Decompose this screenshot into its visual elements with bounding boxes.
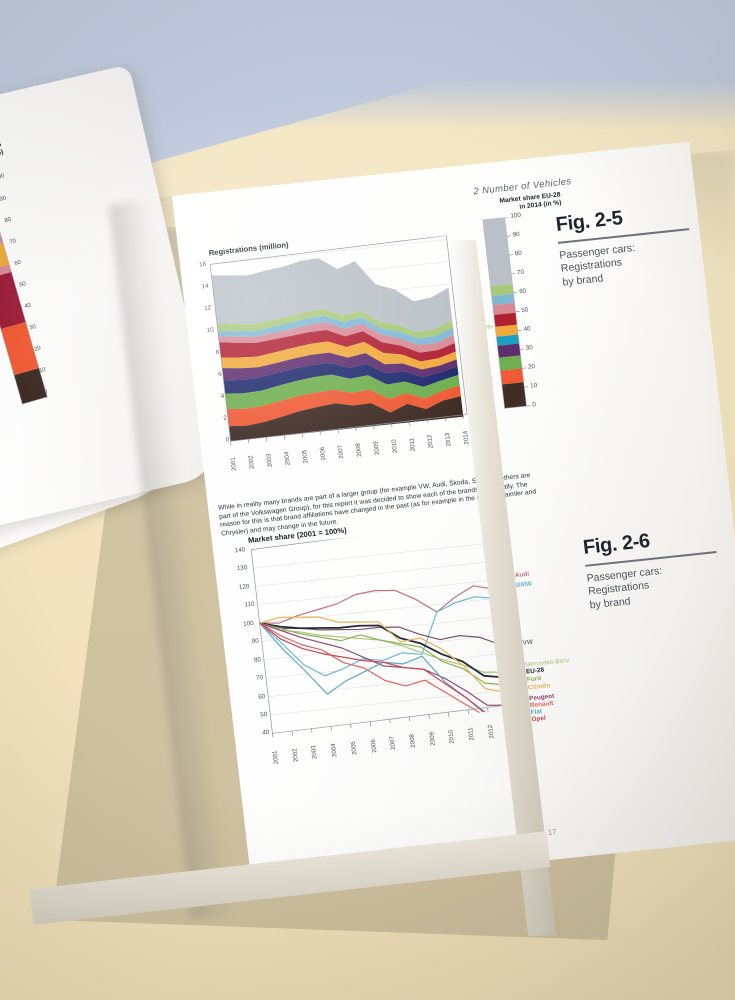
fig25-cbtick-60: 60 — [518, 287, 527, 296]
fig26-xtick-2009: 2009 — [427, 731, 437, 747]
fig25-cbtick-40: 40 — [523, 325, 531, 333]
fig-2-6-caption: Fig. 2-6 Passenger cars: Registrations b… — [582, 523, 722, 612]
fig25-colorbar — [482, 216, 531, 409]
fig25-xtick-2002: 2002 — [247, 455, 256, 470]
fig25-xtick-2009: 2009 — [372, 440, 382, 456]
fig26-xtick-2012: 2012 — [486, 724, 496, 739]
fig25-xtick-2005: 2005 — [301, 449, 310, 464]
fig25-xtick-2001: 2001 — [229, 456, 238, 472]
fig-2-5-plot — [209, 235, 468, 446]
fig-2-5-subtitle: Passenger cars: Registrations by brand — [558, 241, 636, 289]
fig26-xtick-2005: 2005 — [349, 740, 359, 756]
fig26-xtick-2011: 2011 — [467, 726, 476, 741]
fig25-cbtick-90: 90 — [512, 230, 521, 239]
fig26-legend-vw: VW — [522, 638, 534, 647]
fig26-xtick-2002: 2002 — [291, 748, 300, 763]
fig25-xtick-2007: 2007 — [336, 444, 346, 460]
fig26-xtick-2008: 2008 — [408, 733, 417, 749]
fig25-xtick-2008: 2008 — [354, 442, 364, 458]
fig25-xtick-2006: 2006 — [318, 446, 328, 461]
fig-2-5-colorbar-group: Market share EU-28 in 2014 (in %) — [477, 191, 562, 423]
fig25-cbtick-30: 30 — [525, 344, 534, 352]
fig-2-5-caption: Fig. 2-5 Passenger cars: Registrations b… — [555, 200, 695, 289]
fig25-xtick-2012: 2012 — [426, 434, 435, 449]
fig25-cbtick-20: 20 — [527, 363, 536, 371]
page-number: 17 — [547, 827, 558, 838]
fig25-cbtick-80: 80 — [514, 249, 523, 258]
fig25-xtick-2011: 2011 — [408, 437, 417, 452]
fig26-xtick-2001: 2001 — [271, 750, 280, 765]
fig26-legend-audi: Audi — [514, 570, 530, 580]
fig25-xtick-2004: 2004 — [283, 451, 292, 466]
fig26-legend-opel: Opel — [531, 714, 547, 724]
fig26-xtick-2006: 2006 — [369, 738, 378, 754]
fig25-cbtick-0: 0 — [532, 401, 537, 409]
fig25-xtick-2013: 2013 — [444, 432, 453, 447]
fig-2-5-chart: Registrations (million) — [188, 231, 511, 476]
fig25-cbtick-100: 100 — [510, 211, 522, 220]
left-page: Others SUV/ Off-Road Van Sport Luxury Up… — [0, 64, 224, 546]
fig25-cbtick-50: 50 — [521, 306, 529, 315]
fig25-xtick-2003: 2003 — [265, 453, 274, 468]
lp-colorbar — [0, 177, 48, 405]
fig25-cbtick-70: 70 — [516, 268, 525, 277]
fig25-cbtick-10: 10 — [529, 381, 538, 390]
fig-2-6-subtitle: Passenger cars: Registrations by brand — [586, 564, 663, 612]
fig25-xtick-2010: 2010 — [390, 438, 400, 454]
right-page: 2 Number of Vehicles Registrations (mill… — [172, 141, 735, 892]
